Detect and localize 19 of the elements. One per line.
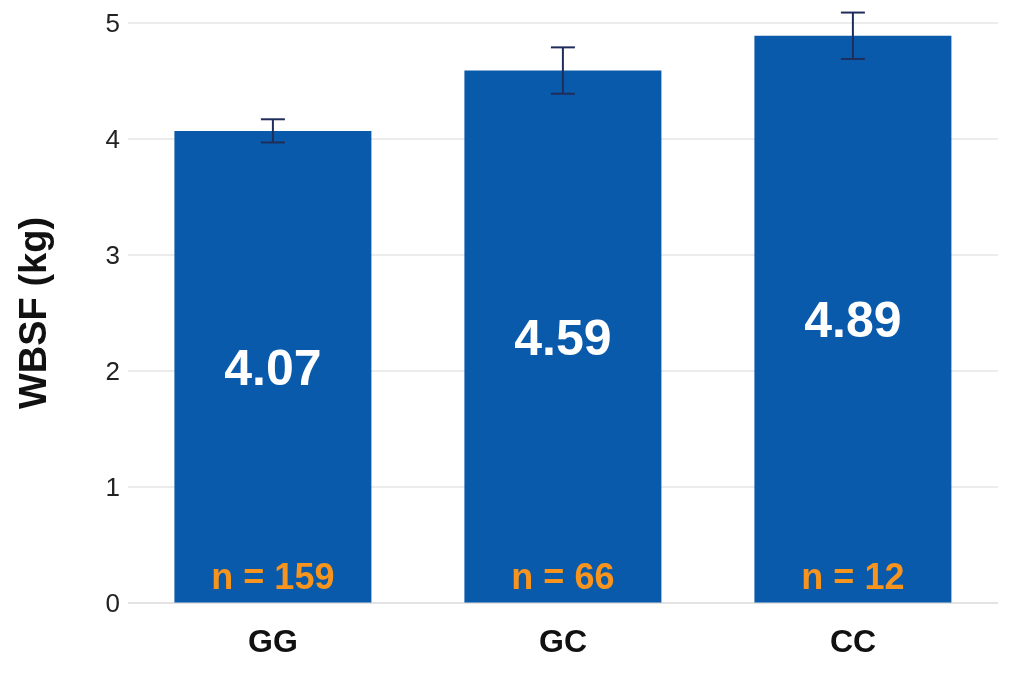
y-tick-label: 0	[105, 588, 120, 619]
annotation: n = 66	[511, 556, 615, 597]
bar	[754, 35, 952, 603]
y-tick-label: 4	[105, 124, 120, 155]
data-label: 4.89	[804, 292, 902, 349]
y-axis-title: WBSF (kg)	[12, 216, 55, 410]
bar	[464, 70, 662, 603]
bar	[174, 130, 372, 603]
x-tick-label: GG	[248, 622, 298, 659]
annotation: n = 12	[801, 556, 905, 597]
data-label: 4.59	[514, 309, 612, 366]
x-tick-label: GC	[539, 622, 587, 659]
y-tick-label: 1	[105, 472, 120, 503]
data-label: 4.07	[224, 339, 322, 396]
x-tick-label: CC	[829, 622, 877, 659]
annotation: n = 159	[211, 556, 335, 597]
y-tick-label: 2	[105, 356, 120, 387]
y-tick-label: 3	[105, 240, 120, 271]
y-tick-label: 5	[105, 8, 120, 39]
